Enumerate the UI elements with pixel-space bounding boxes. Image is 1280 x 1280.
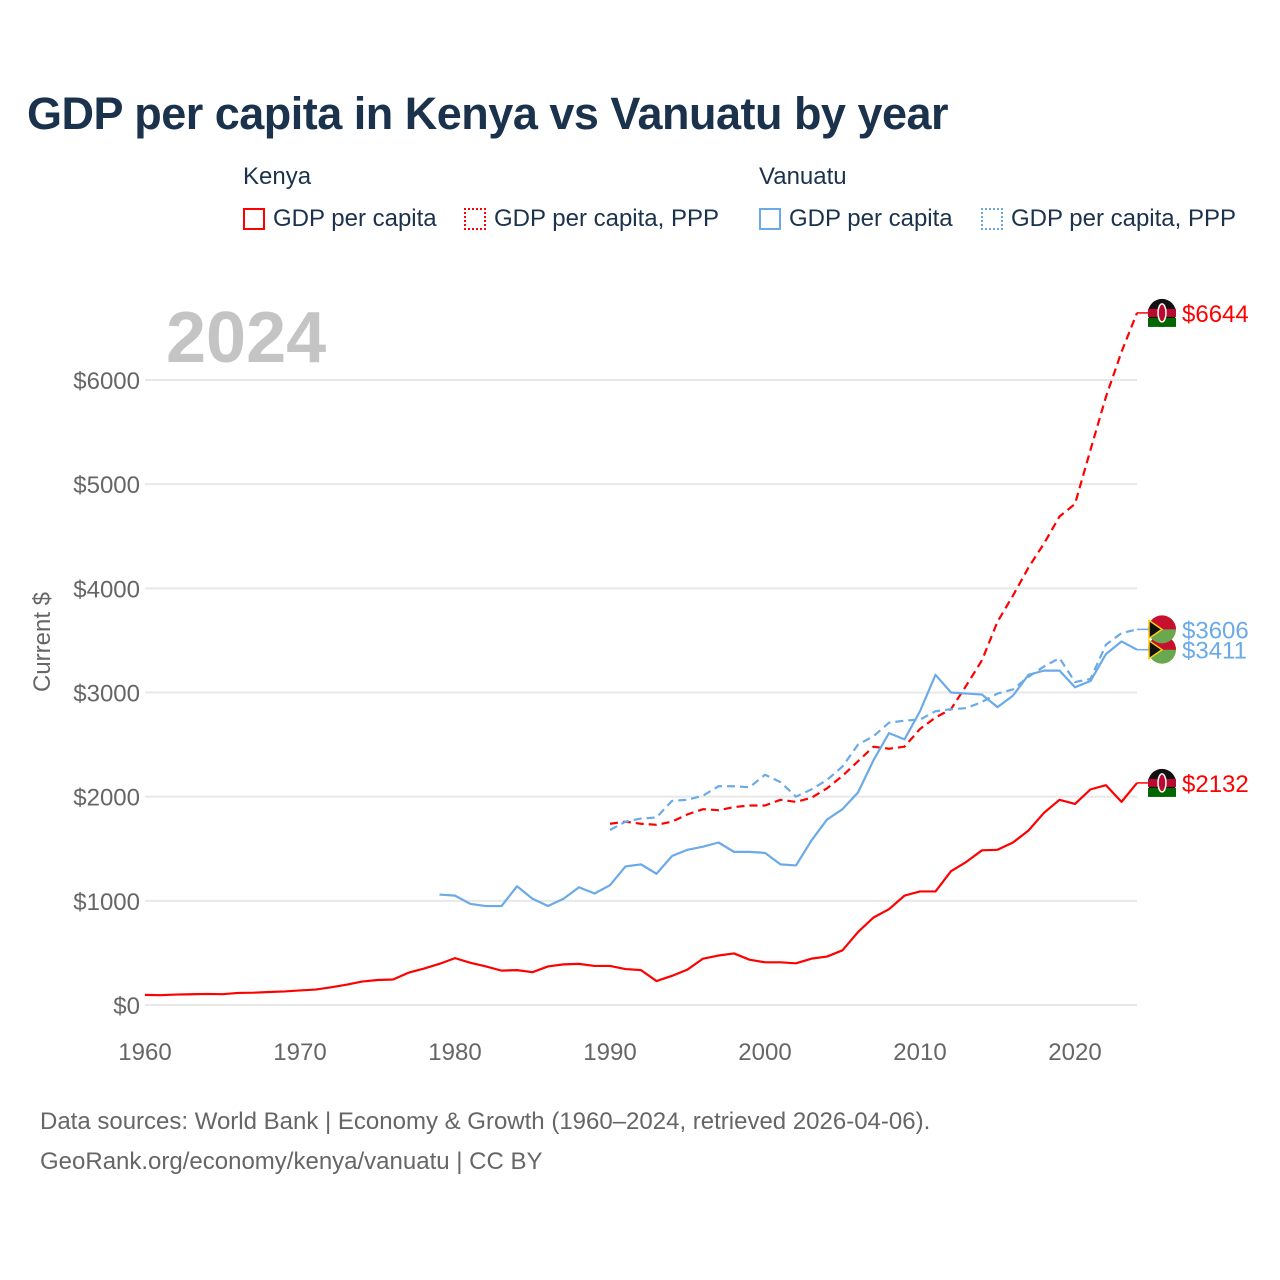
y-tick-label: $5000 [73,472,140,499]
series-line-kenya-dashed [609,312,1139,826]
x-tick-label: 1990 [583,1039,636,1066]
legend-swatch [981,208,1003,230]
y-axis-label: Current $ [29,592,56,692]
y-tick-label: $0 [113,993,140,1020]
legend-swatch [759,208,781,230]
x-tick-label: 1980 [428,1039,481,1066]
chart-title: GDP per capita in Kenya vs Vanuatu by ye… [27,88,949,139]
end-value-label: $6644 [1182,301,1249,328]
legend-label: GDP per capita [789,205,953,232]
footer-url[interactable]: GeoRank.org/economy/kenya/vanuatu | CC B… [40,1148,543,1175]
end-value-label: $2132 [1182,771,1249,798]
x-tick-label: 2020 [1048,1039,1101,1066]
series-line-kenya-solid [144,782,1138,997]
legend-label: GDP per capita [273,205,437,232]
y-tick-label: $2000 [73,785,140,812]
flag-kenya-icon [1148,298,1176,327]
footer-source: Data sources: World Bank | Economy & Gro… [40,1108,931,1135]
x-tick-label: 2000 [738,1039,791,1066]
year-watermark: 2024 [166,298,326,378]
x-tick-label: 1970 [273,1039,326,1066]
end-value-label: $3606 [1182,617,1249,644]
y-tick-label: $1000 [73,889,140,916]
series-line-vanuatu-solid [439,640,1138,908]
flag-shield [1157,303,1167,323]
legend-kenya-gdp[interactable]: GDP per capita [243,205,437,233]
flag-triangle [1148,618,1164,640]
legend-vanuatu-gdp[interactable]: GDP per capita [759,205,953,233]
legend-group-vanuatu: Vanuatu [759,163,847,190]
y-tick-label: $6000 [73,368,140,395]
legend-swatch [243,208,265,230]
flag-kenya-icon [1148,768,1176,797]
legend-group-kenya: Kenya [243,163,312,190]
series-line-vanuatu-dashed [609,628,1138,831]
flag-triangle [1148,639,1164,661]
y-tick-label: $3000 [73,681,140,708]
legend-swatch [464,208,486,230]
y-tick-label: $4000 [73,576,140,603]
flag-vanuatu-icon [1148,615,1176,644]
x-tick-label: 2010 [893,1039,946,1066]
legend-kenya-ppp[interactable]: GDP per capita, PPP [464,205,719,233]
x-tick-label: 1960 [118,1039,171,1066]
legend-label: GDP per capita, PPP [1011,205,1236,232]
end-value-label: $3411 [1182,638,1247,665]
legend-label: GDP per capita, PPP [494,205,719,232]
legend-vanuatu-ppp[interactable]: GDP per capita, PPP [981,205,1236,233]
flag-shield [1157,773,1167,793]
